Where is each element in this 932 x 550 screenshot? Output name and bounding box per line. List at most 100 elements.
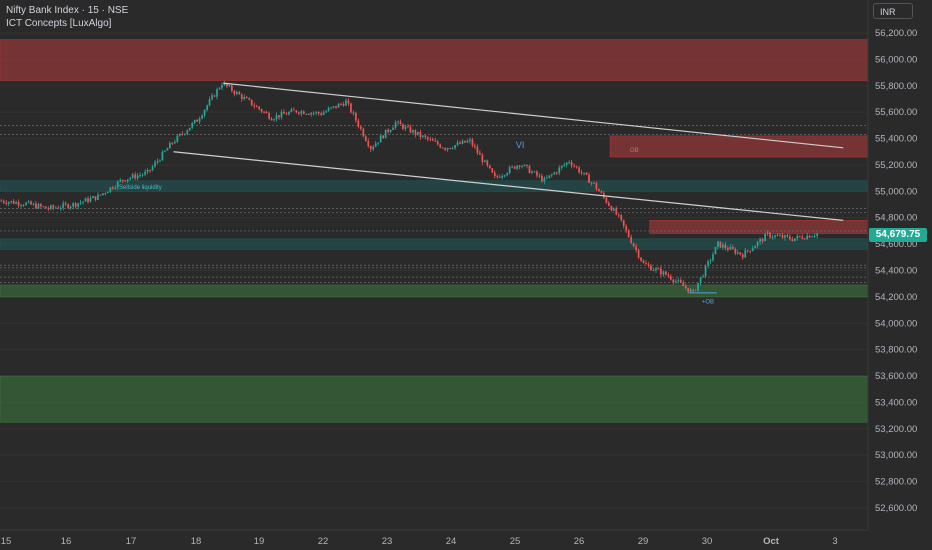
bull-candle bbox=[126, 179, 129, 182]
y-tick-label: 55,800.00 bbox=[875, 81, 917, 92]
bear-candle bbox=[342, 104, 345, 106]
bear-candle bbox=[0, 200, 3, 202]
bear-candle bbox=[669, 276, 672, 280]
bear-candle bbox=[496, 176, 499, 178]
bear-candle bbox=[233, 90, 236, 94]
bull-candle bbox=[310, 112, 313, 115]
bear-candle bbox=[464, 140, 466, 143]
bullish-zone bbox=[0, 375, 869, 423]
bear-candle bbox=[600, 191, 603, 194]
bull-candle bbox=[652, 270, 655, 272]
bull-candle bbox=[315, 111, 318, 113]
bull-candle bbox=[10, 200, 13, 203]
y-tick-label: 54,800.00 bbox=[875, 213, 917, 224]
time-axis-panel bbox=[0, 530, 932, 550]
bull-candle bbox=[201, 115, 203, 119]
bull-candle bbox=[389, 129, 392, 132]
bear-candle bbox=[362, 128, 365, 137]
bull-candle bbox=[22, 205, 25, 207]
bear-candle bbox=[746, 250, 749, 252]
liquidity-zone bbox=[0, 238, 869, 250]
bear-candle bbox=[285, 113, 288, 115]
bull-candle bbox=[54, 207, 57, 209]
bull-candle bbox=[119, 179, 122, 182]
x-tick-label: 22 bbox=[318, 536, 329, 547]
bear-candle bbox=[45, 206, 47, 209]
bear-candle bbox=[347, 100, 350, 104]
bull-candle bbox=[523, 164, 526, 167]
bull-candle bbox=[717, 241, 719, 247]
bear-candle bbox=[30, 201, 32, 205]
bear-candle bbox=[74, 203, 77, 207]
bull-candle bbox=[218, 88, 221, 90]
bull-candle bbox=[156, 161, 159, 163]
bull-candle bbox=[697, 283, 699, 291]
bear-candle bbox=[434, 140, 437, 142]
bear-candle bbox=[52, 205, 55, 208]
bull-candle bbox=[466, 141, 469, 143]
bear-candle bbox=[498, 176, 501, 178]
bull-candle bbox=[206, 105, 208, 110]
bear-candle bbox=[625, 225, 628, 231]
bull-candle bbox=[469, 139, 471, 142]
bull-candle bbox=[553, 172, 556, 175]
bear-candle bbox=[615, 208, 618, 215]
bear-candle bbox=[64, 203, 67, 205]
bull-candle bbox=[183, 133, 186, 135]
bull-candle bbox=[300, 111, 303, 114]
bull-candle bbox=[151, 166, 154, 171]
bear-candle bbox=[17, 202, 20, 206]
bear-candle bbox=[181, 133, 184, 135]
bear-candle bbox=[426, 137, 429, 140]
bull-candle bbox=[583, 172, 585, 174]
bear-candle bbox=[627, 230, 630, 238]
bear-candle bbox=[268, 113, 270, 119]
bull-candle bbox=[92, 196, 94, 199]
bull-candle bbox=[325, 111, 327, 113]
bull-candle bbox=[756, 241, 759, 246]
bull-candle bbox=[558, 167, 561, 174]
symbol-title[interactable]: Nifty Bank Index · 15 · NSE bbox=[6, 5, 129, 16]
trendline bbox=[173, 151, 844, 221]
bull-candle bbox=[394, 122, 397, 128]
price-axis-panel bbox=[868, 0, 932, 550]
bear-candle bbox=[42, 206, 45, 208]
bull-candle bbox=[327, 108, 330, 112]
bull-candle bbox=[330, 107, 332, 109]
bear-candle bbox=[263, 111, 265, 113]
bull-candle bbox=[565, 162, 568, 165]
bear-candle bbox=[724, 244, 727, 249]
bear-candle bbox=[231, 85, 233, 91]
bear-candle bbox=[431, 139, 434, 141]
bear-candle bbox=[278, 115, 280, 118]
bear-candle bbox=[253, 105, 256, 107]
bull-candle bbox=[384, 129, 387, 139]
bear-candle bbox=[258, 106, 261, 110]
bull-candle bbox=[59, 207, 62, 209]
bull-candle bbox=[193, 119, 196, 124]
y-tick-label: 56,000.00 bbox=[875, 54, 917, 65]
bull-candle bbox=[275, 115, 278, 120]
y-tick-label: 53,600.00 bbox=[875, 371, 917, 382]
indicator-name[interactable]: ICT Concepts [LuxAlgo] bbox=[6, 18, 112, 29]
bull-candle bbox=[707, 261, 709, 266]
bear-candle bbox=[692, 289, 695, 291]
bear-candle bbox=[493, 172, 496, 177]
bull-candle bbox=[543, 178, 546, 182]
bear-candle bbox=[364, 136, 367, 141]
bull-candle bbox=[290, 109, 293, 113]
currency-badge[interactable]: INR bbox=[873, 3, 913, 19]
bull-candle bbox=[15, 202, 17, 204]
bear-candle bbox=[791, 239, 794, 242]
bear-candle bbox=[270, 118, 273, 121]
bear-candle bbox=[87, 198, 89, 202]
bear-candle bbox=[541, 175, 543, 182]
bear-candle bbox=[570, 162, 573, 166]
bull-candle bbox=[131, 174, 134, 178]
chart-header: Nifty Bank Index · 15 · NSE ICT Concepts… bbox=[6, 4, 128, 30]
ob-label: OB bbox=[630, 148, 639, 154]
bull-candle bbox=[372, 146, 375, 150]
bull-candle bbox=[139, 175, 141, 177]
